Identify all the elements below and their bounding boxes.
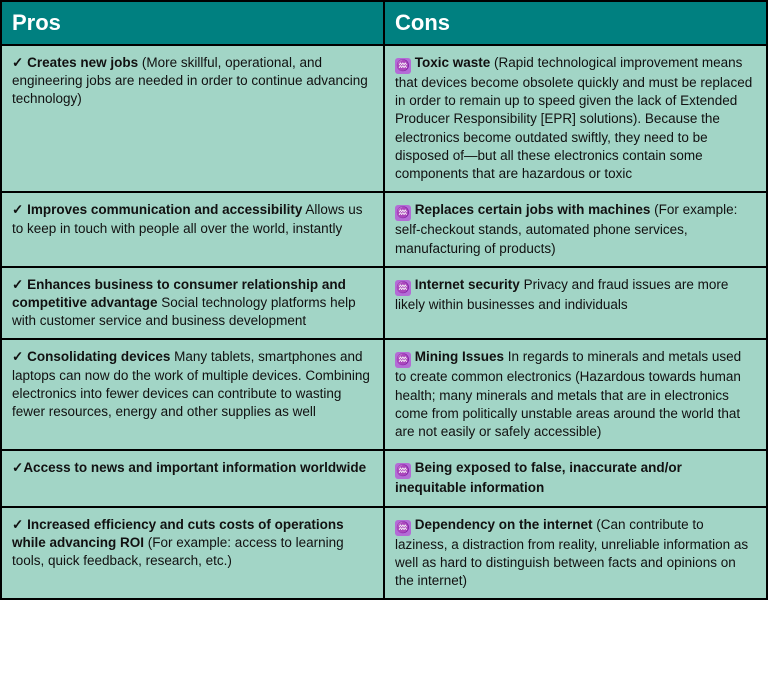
con-cell: ♒ Mining Issues In regards to minerals a… — [384, 339, 767, 450]
con-title: Mining Issues — [415, 349, 504, 364]
pro-title: Creates new jobs — [27, 55, 138, 70]
check-icon: ✓ — [12, 517, 23, 532]
con-cell: ♒ Replaces certain jobs with machines (F… — [384, 192, 767, 266]
aquarius-icon: ♒ — [395, 352, 411, 368]
table-row: ✓ Creates new jobs (More skillful, opera… — [1, 45, 767, 192]
aquarius-icon: ♒ — [395, 520, 411, 536]
aquarius-icon: ♒ — [395, 463, 411, 479]
table-row: ✓ Improves communication and accessibili… — [1, 192, 767, 266]
con-cell: ♒ Being exposed to false, inaccurate and… — [384, 450, 767, 506]
pro-title: Consolidating devices — [27, 349, 170, 364]
pro-cell: ✓ Enhances business to consumer relation… — [1, 267, 384, 340]
check-icon: ✓ — [12, 202, 23, 217]
table-body: ✓ Creates new jobs (More skillful, opera… — [1, 45, 767, 599]
pro-cell: ✓ Increased efficiency and cuts costs of… — [1, 507, 384, 600]
con-title: Being exposed to false, inaccurate and/o… — [395, 460, 682, 495]
con-cell: ♒ Internet security Privacy and fraud is… — [384, 267, 767, 340]
table-row: ✓ Increased efficiency and cuts costs of… — [1, 507, 767, 600]
check-icon: ✓ — [12, 460, 23, 475]
con-cell: ♒ Dependency on the internet (Can contri… — [384, 507, 767, 600]
pro-cell: ✓ Consolidating devices Many tablets, sm… — [1, 339, 384, 450]
con-body: (Rapid technological improvement means t… — [395, 55, 752, 181]
check-icon: ✓ — [12, 55, 23, 70]
con-title: Replaces certain jobs with machines — [415, 202, 651, 217]
check-icon: ✓ — [12, 349, 23, 364]
table-row: ✓ Enhances business to consumer relation… — [1, 267, 767, 340]
con-cell: ♒ Toxic waste (Rapid technological impro… — [384, 45, 767, 192]
con-title: Dependency on the internet — [415, 517, 593, 532]
pro-cell: ✓ Creates new jobs (More skillful, opera… — [1, 45, 384, 192]
con-title: Toxic waste — [415, 55, 491, 70]
pro-title: Access to news and important information… — [23, 460, 366, 475]
pros-header: Pros — [1, 1, 384, 45]
table-row: ✓Access to news and important informatio… — [1, 450, 767, 506]
pros-cons-table: Pros Cons ✓ Creates new jobs (More skill… — [0, 0, 768, 600]
aquarius-icon: ♒ — [395, 280, 411, 296]
aquarius-icon: ♒ — [395, 58, 411, 74]
pro-title: Improves communication and accessibility — [27, 202, 302, 217]
pro-cell: ✓ Improves communication and accessibili… — [1, 192, 384, 266]
cons-header: Cons — [384, 1, 767, 45]
con-title: Internet security — [415, 277, 520, 292]
table-row: ✓ Consolidating devices Many tablets, sm… — [1, 339, 767, 450]
aquarius-icon: ♒ — [395, 205, 411, 221]
check-icon: ✓ — [12, 277, 23, 292]
pro-cell: ✓Access to news and important informatio… — [1, 450, 384, 506]
